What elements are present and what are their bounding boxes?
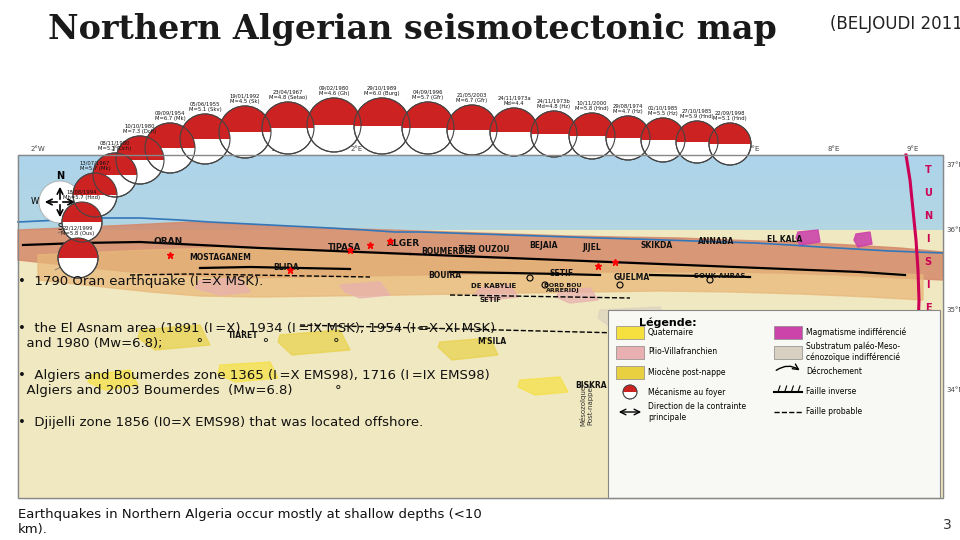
Circle shape bbox=[180, 114, 230, 164]
Bar bbox=[18, 470, 943, 477]
Text: 05/06/1955
M=5.1 (Skv): 05/06/1955 M=5.1 (Skv) bbox=[188, 101, 222, 112]
Bar bbox=[18, 168, 943, 176]
Bar bbox=[18, 299, 943, 306]
Text: 2°W: 2°W bbox=[31, 146, 45, 152]
Circle shape bbox=[307, 98, 361, 152]
Text: Magmatisme indifférencié: Magmatisme indifférencié bbox=[806, 327, 906, 337]
Bar bbox=[18, 457, 943, 464]
Text: Mécanisme au foyer: Mécanisme au foyer bbox=[648, 387, 726, 397]
Polygon shape bbox=[475, 285, 518, 300]
Text: ANNABA: ANNABA bbox=[698, 238, 734, 246]
Bar bbox=[18, 443, 943, 450]
Polygon shape bbox=[518, 377, 568, 395]
Bar bbox=[18, 251, 943, 258]
Wedge shape bbox=[569, 113, 615, 136]
Bar bbox=[18, 203, 943, 210]
Wedge shape bbox=[447, 105, 497, 130]
Text: SKIKDA: SKIKDA bbox=[641, 240, 673, 249]
Text: Plio-Villafranchien: Plio-Villafranchien bbox=[648, 348, 717, 356]
Text: I: I bbox=[926, 280, 929, 290]
Wedge shape bbox=[180, 114, 230, 139]
Polygon shape bbox=[848, 397, 890, 415]
Text: 22/09/1998
M=5.1 (Hnd): 22/09/1998 M=5.1 (Hnd) bbox=[713, 110, 747, 121]
Circle shape bbox=[93, 153, 137, 197]
Bar bbox=[616, 346, 644, 359]
Wedge shape bbox=[709, 123, 751, 144]
Bar bbox=[18, 388, 943, 395]
Bar bbox=[18, 244, 943, 251]
Text: 3: 3 bbox=[944, 518, 952, 532]
Bar bbox=[18, 450, 943, 457]
Bar bbox=[18, 477, 943, 484]
Bar bbox=[18, 162, 943, 168]
Text: BOUIRA: BOUIRA bbox=[428, 271, 462, 280]
Wedge shape bbox=[490, 108, 538, 132]
Bar bbox=[18, 347, 943, 354]
Text: SETIF: SETIF bbox=[550, 268, 574, 278]
Text: Direction de la contrainte
principale: Direction de la contrainte principale bbox=[648, 402, 746, 422]
Bar bbox=[18, 484, 943, 491]
Text: TIPASA: TIPASA bbox=[328, 242, 362, 252]
Text: BORD BOU
ARRERIDJ: BORD BOU ARRERIDJ bbox=[544, 282, 582, 293]
Text: Décrochement: Décrochement bbox=[806, 368, 862, 376]
Bar bbox=[18, 265, 943, 272]
Text: KHENCHLA: KHENCHLA bbox=[689, 349, 732, 355]
Text: SETIF: SETIF bbox=[479, 297, 501, 303]
Text: BEJAIA: BEJAIA bbox=[529, 240, 557, 249]
Text: SOUK AHRAS: SOUK AHRAS bbox=[694, 273, 746, 279]
Text: GUELMA: GUELMA bbox=[613, 273, 650, 282]
Text: DE KABYLIE: DE KABYLIE bbox=[471, 283, 516, 289]
Bar bbox=[18, 395, 943, 402]
Text: Faille inverse: Faille inverse bbox=[806, 388, 856, 396]
Bar bbox=[18, 230, 943, 498]
Wedge shape bbox=[116, 136, 164, 160]
Bar bbox=[18, 217, 943, 224]
Text: EL KALA: EL KALA bbox=[767, 235, 803, 245]
Bar bbox=[616, 326, 644, 339]
Polygon shape bbox=[18, 222, 943, 280]
Text: 18/08/1994
Mh=5.7 (Hnd): 18/08/1994 Mh=5.7 (Hnd) bbox=[63, 189, 101, 200]
Wedge shape bbox=[262, 102, 314, 128]
Text: 10/10/1980
M=7.3 (Dch): 10/10/1980 M=7.3 (Dch) bbox=[124, 123, 156, 134]
Text: 0°: 0° bbox=[193, 146, 201, 152]
Polygon shape bbox=[796, 230, 820, 245]
Bar bbox=[18, 292, 943, 299]
Bar bbox=[774, 326, 802, 339]
Text: E: E bbox=[924, 303, 931, 313]
Bar bbox=[18, 464, 943, 470]
Bar bbox=[18, 368, 943, 375]
Text: 09/09/1954
M=6.7 (Mk): 09/09/1954 M=6.7 (Mk) bbox=[155, 110, 185, 121]
Text: T: T bbox=[924, 165, 931, 175]
Bar bbox=[18, 327, 943, 333]
Polygon shape bbox=[718, 312, 788, 335]
Text: 27/10/1985
M=5.9 (Hnd): 27/10/1985 M=5.9 (Hnd) bbox=[680, 108, 714, 119]
Circle shape bbox=[623, 385, 637, 399]
Bar bbox=[608, 310, 940, 498]
Bar bbox=[18, 279, 943, 285]
Bar bbox=[18, 196, 943, 203]
Text: 24/11/1973a
Md=4.4: 24/11/1973a Md=4.4 bbox=[497, 95, 531, 106]
Text: 22/12/1999
M=5.8 (Ous): 22/12/1999 M=5.8 (Ous) bbox=[61, 225, 95, 236]
Text: 2°E: 2°E bbox=[350, 146, 362, 152]
Text: BISKRA: BISKRA bbox=[575, 381, 607, 389]
Circle shape bbox=[262, 102, 314, 154]
Circle shape bbox=[116, 136, 164, 184]
Bar bbox=[18, 375, 943, 381]
Text: M'SILA: M'SILA bbox=[477, 338, 507, 347]
Bar bbox=[18, 224, 943, 231]
Text: ORAN: ORAN bbox=[154, 238, 182, 246]
Polygon shape bbox=[340, 282, 390, 298]
Wedge shape bbox=[641, 118, 685, 140]
Text: 23/04/1967
M=4.8 (Setao): 23/04/1967 M=4.8 (Setao) bbox=[269, 89, 307, 100]
Text: •  Algiers and Boumerdes zone 1365 (I =X EMS98), 1716 (I =IX EMS98)
  Algiers an: • Algiers and Boumerdes zone 1365 (I =X … bbox=[18, 369, 490, 397]
Text: Quaternaire: Quaternaire bbox=[648, 327, 694, 336]
Text: BOUMERDES: BOUMERDES bbox=[420, 246, 475, 255]
Circle shape bbox=[641, 118, 685, 162]
Circle shape bbox=[490, 108, 538, 156]
Bar bbox=[18, 416, 943, 422]
Bar bbox=[18, 285, 943, 292]
Bar bbox=[18, 429, 943, 436]
Text: 24/11/1973b
Md=4.8 (Hz): 24/11/1973b Md=4.8 (Hz) bbox=[538, 98, 571, 109]
Text: TIARET: TIARET bbox=[228, 330, 258, 340]
Text: 08/11/1980
M=5.3 (Dch): 08/11/1980 M=5.3 (Dch) bbox=[98, 140, 132, 151]
